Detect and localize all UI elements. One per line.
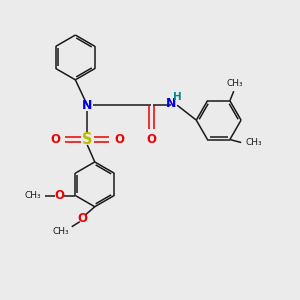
Text: O: O bbox=[50, 133, 60, 146]
Text: CH₃: CH₃ bbox=[245, 138, 262, 147]
Text: O: O bbox=[146, 133, 157, 146]
Text: S: S bbox=[82, 132, 92, 147]
Text: CH₃: CH₃ bbox=[226, 79, 243, 88]
Text: CH₃: CH₃ bbox=[52, 227, 69, 236]
Text: H: H bbox=[173, 92, 182, 102]
Text: O: O bbox=[54, 189, 64, 202]
Text: N: N bbox=[82, 99, 92, 112]
Text: O: O bbox=[114, 133, 124, 146]
Text: O: O bbox=[77, 212, 87, 225]
Text: N: N bbox=[166, 97, 176, 110]
Text: CH₃: CH₃ bbox=[24, 191, 41, 200]
